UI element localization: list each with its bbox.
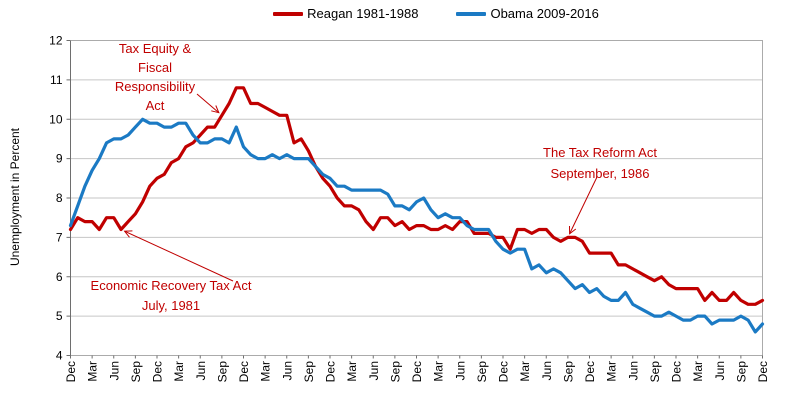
x-tick-label: Sep [215, 361, 229, 383]
legend-item-obama: Obama 2009-2016 [456, 6, 599, 21]
x-tick-label: Mar [691, 361, 705, 382]
y-axis-title: Unemployment in Percent [8, 127, 22, 267]
x-tick-label: Jun [280, 361, 294, 380]
x-tick-label: Dec [410, 361, 424, 382]
annotation-line: Economic Recovery Tax Act [90, 278, 252, 293]
x-tick-label: Dec [151, 361, 165, 382]
annotation-arrow-tefra [196, 93, 220, 114]
x-tick-label: Sep [129, 361, 143, 383]
annotation-line: The Tax Reform Act [543, 145, 657, 160]
x-tick-label: Sep [561, 361, 575, 383]
obama-line-swatch [456, 11, 487, 16]
x-tick-label: Dec [64, 361, 78, 382]
x-tick-label: Dec [756, 361, 770, 382]
x-tick-label: Dec [670, 361, 684, 382]
x-tick-label: Mar [345, 361, 359, 382]
y-tick-label: 9 [56, 152, 63, 166]
x-tick-label: Mar [172, 361, 186, 382]
x-tick-label: Dec [583, 361, 597, 382]
x-tick-label: Mar [259, 361, 273, 382]
x-tick-label: Jun [713, 361, 727, 380]
annotation-arrow-tra [569, 176, 598, 235]
y-tick-label: 12 [49, 34, 63, 48]
legend-label-reagan: Reagan 1981-1988 [307, 6, 419, 21]
y-tick-label: 10 [49, 112, 63, 126]
x-tick-label: Sep [648, 361, 662, 383]
y-tick-label: 4 [56, 349, 63, 363]
x-tick-label: Mar [432, 361, 446, 382]
obama-series-line [68, 117, 765, 334]
x-tick-label: Sep [388, 361, 402, 383]
annotation-tax-equity-act: Tax Equity & Fiscal Responsibility Act [80, 39, 230, 115]
reagan-line-swatch [273, 11, 304, 16]
x-tick-label: Sep [475, 361, 489, 383]
x-tick-label: Dec [237, 361, 251, 382]
annotation-tax-reform-act: The Tax Reform Act September, 1986 [515, 142, 685, 184]
x-tick-label: Mar [86, 361, 100, 382]
annotation-economic-recovery-tax-act: Economic Recovery Tax Act July, 1981 [85, 276, 257, 316]
annotation-line: July, 1981 [141, 298, 201, 313]
x-tick-label: Jun [194, 361, 208, 380]
x-tick-label: Dec [497, 361, 511, 382]
x-tick-label: Jun [626, 361, 640, 380]
annotation-line: September, 1986 [550, 166, 650, 181]
y-tick-label: 6 [56, 270, 63, 284]
y-tick-label: 7 [56, 230, 63, 244]
annotation-arrow-erta [123, 230, 234, 282]
annotation-line: Fiscal [138, 60, 172, 75]
x-tick-label: Jun [367, 361, 381, 380]
y-tick-label: 11 [50, 73, 63, 87]
annotation-line: Responsibility [114, 79, 196, 94]
x-tick-label: Jun [453, 361, 467, 380]
x-tick-label: Mar [518, 361, 532, 382]
y-tick-label: 8 [56, 191, 63, 205]
x-tick-label: Jun [107, 361, 121, 380]
reagan-series-line [68, 86, 765, 306]
x-tick-label: Sep [302, 361, 316, 383]
legend-item-reagan: Reagan 1981-1988 [273, 6, 418, 21]
x-tick-label: Jun [540, 361, 554, 380]
legend: Reagan 1981-1988 Obama 2009-2016 [90, 6, 782, 21]
legend-label-obama: Obama 2009-2016 [490, 6, 599, 21]
annotation-line: Act [145, 98, 165, 113]
x-tick-label: Sep [734, 361, 748, 383]
x-tick-label: Mar [605, 361, 619, 382]
x-tick-label: Dec [324, 361, 338, 382]
y-tick-label: 5 [56, 309, 63, 323]
annotation-line: Tax Equity & [118, 41, 192, 56]
